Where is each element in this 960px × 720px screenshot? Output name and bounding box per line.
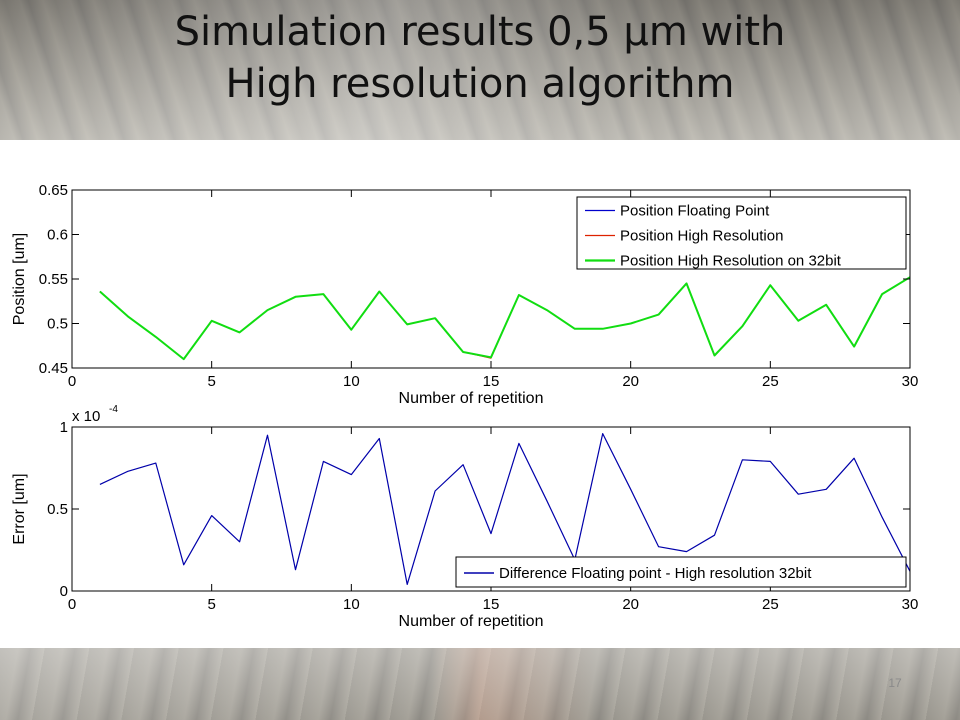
y-tick-label: 1: [60, 419, 68, 436]
chart-1: 0 5 10 15 20 25 30 0.45 0.5 0.55 0.6 0.65 Number of …: [11, 182, 918, 407]
series-line-1-2: [99, 276, 911, 360]
slide-title-line-1: Simulation results 0,5 µm with: [174, 9, 786, 55]
legend-entry: Position High Resolution: [620, 228, 783, 245]
x-tick-label: 30: [902, 596, 919, 613]
legend-entry: Position Floating Point: [620, 203, 770, 220]
x-tick-label: 25: [762, 373, 779, 390]
x-tick-label: 15: [483, 596, 500, 613]
x-axis-label: Number of repetition: [399, 613, 544, 630]
x-tick-label: 15: [483, 373, 500, 390]
y-tick-label: 0.5: [47, 501, 68, 518]
legend-entry: Difference Floating point - High resolut…: [499, 565, 812, 582]
y-scale-exponent: -4: [109, 404, 118, 415]
x-tick-label: 25: [762, 596, 779, 613]
x-tick-label: 20: [622, 596, 639, 613]
x-tick-label: 0: [68, 596, 76, 613]
x-tick-label: 10: [343, 596, 360, 613]
legend-2: Difference Floating point - High resolut…: [455, 556, 907, 588]
slide-title: Simulation results 0,5 µm with High reso…: [0, 6, 960, 110]
y-tick-label: 0.55: [39, 271, 68, 288]
y-tick-label: 0.5: [47, 316, 68, 333]
x-tick-label: 5: [207, 596, 215, 613]
x-tick-label: 10: [343, 373, 360, 390]
y-tick-label: 0.45: [39, 360, 68, 377]
x-axis-label: Number of repetition: [399, 390, 544, 407]
series-line-1-3: [99, 276, 911, 361]
y-scale-label: x 10: [72, 408, 100, 425]
legend-box: [455, 556, 907, 588]
slide-page-number: 17: [888, 676, 902, 690]
slide-title-line-2: High resolution algorithm: [225, 61, 735, 107]
chart-2: 0 5 10 15 20 25 30 0 0.5 1 Number of repetition Err…: [11, 404, 918, 630]
x-tick-label: 20: [622, 373, 639, 390]
y-tick-label: 0: [60, 583, 68, 600]
y-axis-label: Error [um]: [11, 473, 28, 544]
legend-entry: Position High Resolution on 32bit: [620, 253, 842, 270]
x-tick-label: 0: [68, 373, 76, 390]
y-axis-label: Position [um]: [11, 233, 28, 325]
background-top-photo: [0, 0, 960, 140]
background-bottom-photo: [0, 648, 960, 720]
legend-1: Position Floating Point Position High Res…: [576, 196, 907, 270]
x-tick-label: 5: [207, 373, 215, 390]
x-tick-label: 30: [902, 373, 919, 390]
y-tick-label: 0.65: [39, 182, 68, 199]
legend-box: [576, 196, 907, 270]
y-tick-label: 0.6: [47, 227, 68, 244]
series-line-2-1: [99, 433, 911, 586]
series-line-1-1: [99, 276, 911, 360]
